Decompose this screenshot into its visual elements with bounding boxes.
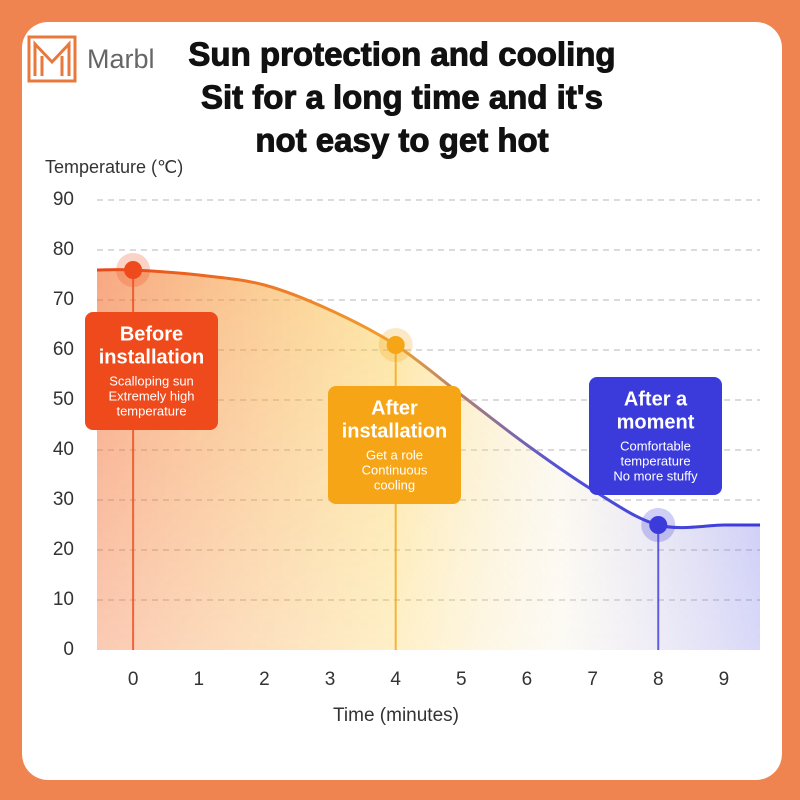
x-tick-label: 0 — [128, 669, 139, 690]
annotation-title: installation — [99, 346, 205, 368]
y-tick-label: 40 — [53, 439, 74, 460]
title-line: not easy to get hot — [255, 122, 548, 159]
x-tick-label: 5 — [456, 669, 467, 690]
marker — [649, 516, 668, 534]
x-tick-label: 9 — [719, 669, 730, 690]
annotation-text: Extremely high — [109, 388, 195, 403]
annotation-title: installation — [342, 420, 448, 442]
y-tick-label: 60 — [53, 339, 74, 360]
annotation-text: Continuous — [362, 462, 428, 477]
annotation-title: Before — [120, 323, 183, 345]
y-tick-label: 30 — [53, 489, 74, 510]
y-tick-label: 20 — [53, 539, 74, 560]
annotation-box — [328, 386, 461, 504]
marker — [124, 261, 143, 279]
x-axis-title: Time (minutes) — [333, 705, 459, 726]
title: Sun protection and cooling Sit for a long… — [188, 35, 616, 159]
marker — [386, 336, 405, 354]
x-tick-label: 4 — [390, 669, 401, 690]
y-tick-label: 10 — [53, 589, 74, 610]
annotation-text: No more stuffy — [613, 468, 698, 483]
y-tick-label: 0 — [63, 639, 74, 660]
annotation-text: Comfortable — [620, 438, 691, 453]
annotation-text: Get a role — [366, 447, 423, 462]
x-tick-label: 8 — [653, 669, 664, 690]
annotation-title: moment — [617, 411, 695, 433]
x-tick-label: 3 — [325, 669, 336, 690]
annotation-text: temperature — [620, 453, 690, 468]
annotation-box — [589, 377, 722, 495]
annotation-text: cooling — [374, 477, 415, 492]
y-axis-title: Temperature (℃) — [45, 157, 183, 177]
annotation-text: temperature — [116, 403, 186, 418]
brand: Marbl — [87, 44, 155, 74]
annotation-title: After — [371, 397, 418, 419]
x-tick-label: 6 — [522, 669, 533, 690]
annotation-title: After a — [624, 388, 688, 410]
x-tick-label: 7 — [587, 669, 598, 690]
title-line: Sun protection and cooling — [188, 36, 615, 73]
y-tick-label: 50 — [53, 389, 74, 410]
logo-mark — [33, 40, 71, 76]
x-tick-label: 2 — [259, 669, 270, 690]
title-line: Sit for a long time and it's — [201, 79, 603, 116]
y-tick-label: 90 — [53, 189, 74, 210]
annotation-text: Scalloping sun — [109, 373, 194, 388]
annotation-box — [85, 312, 218, 430]
y-tick-label: 70 — [53, 289, 74, 310]
x-tick-label: 1 — [193, 669, 204, 690]
logo-box — [27, 35, 77, 83]
y-tick-label: 80 — [53, 239, 74, 260]
